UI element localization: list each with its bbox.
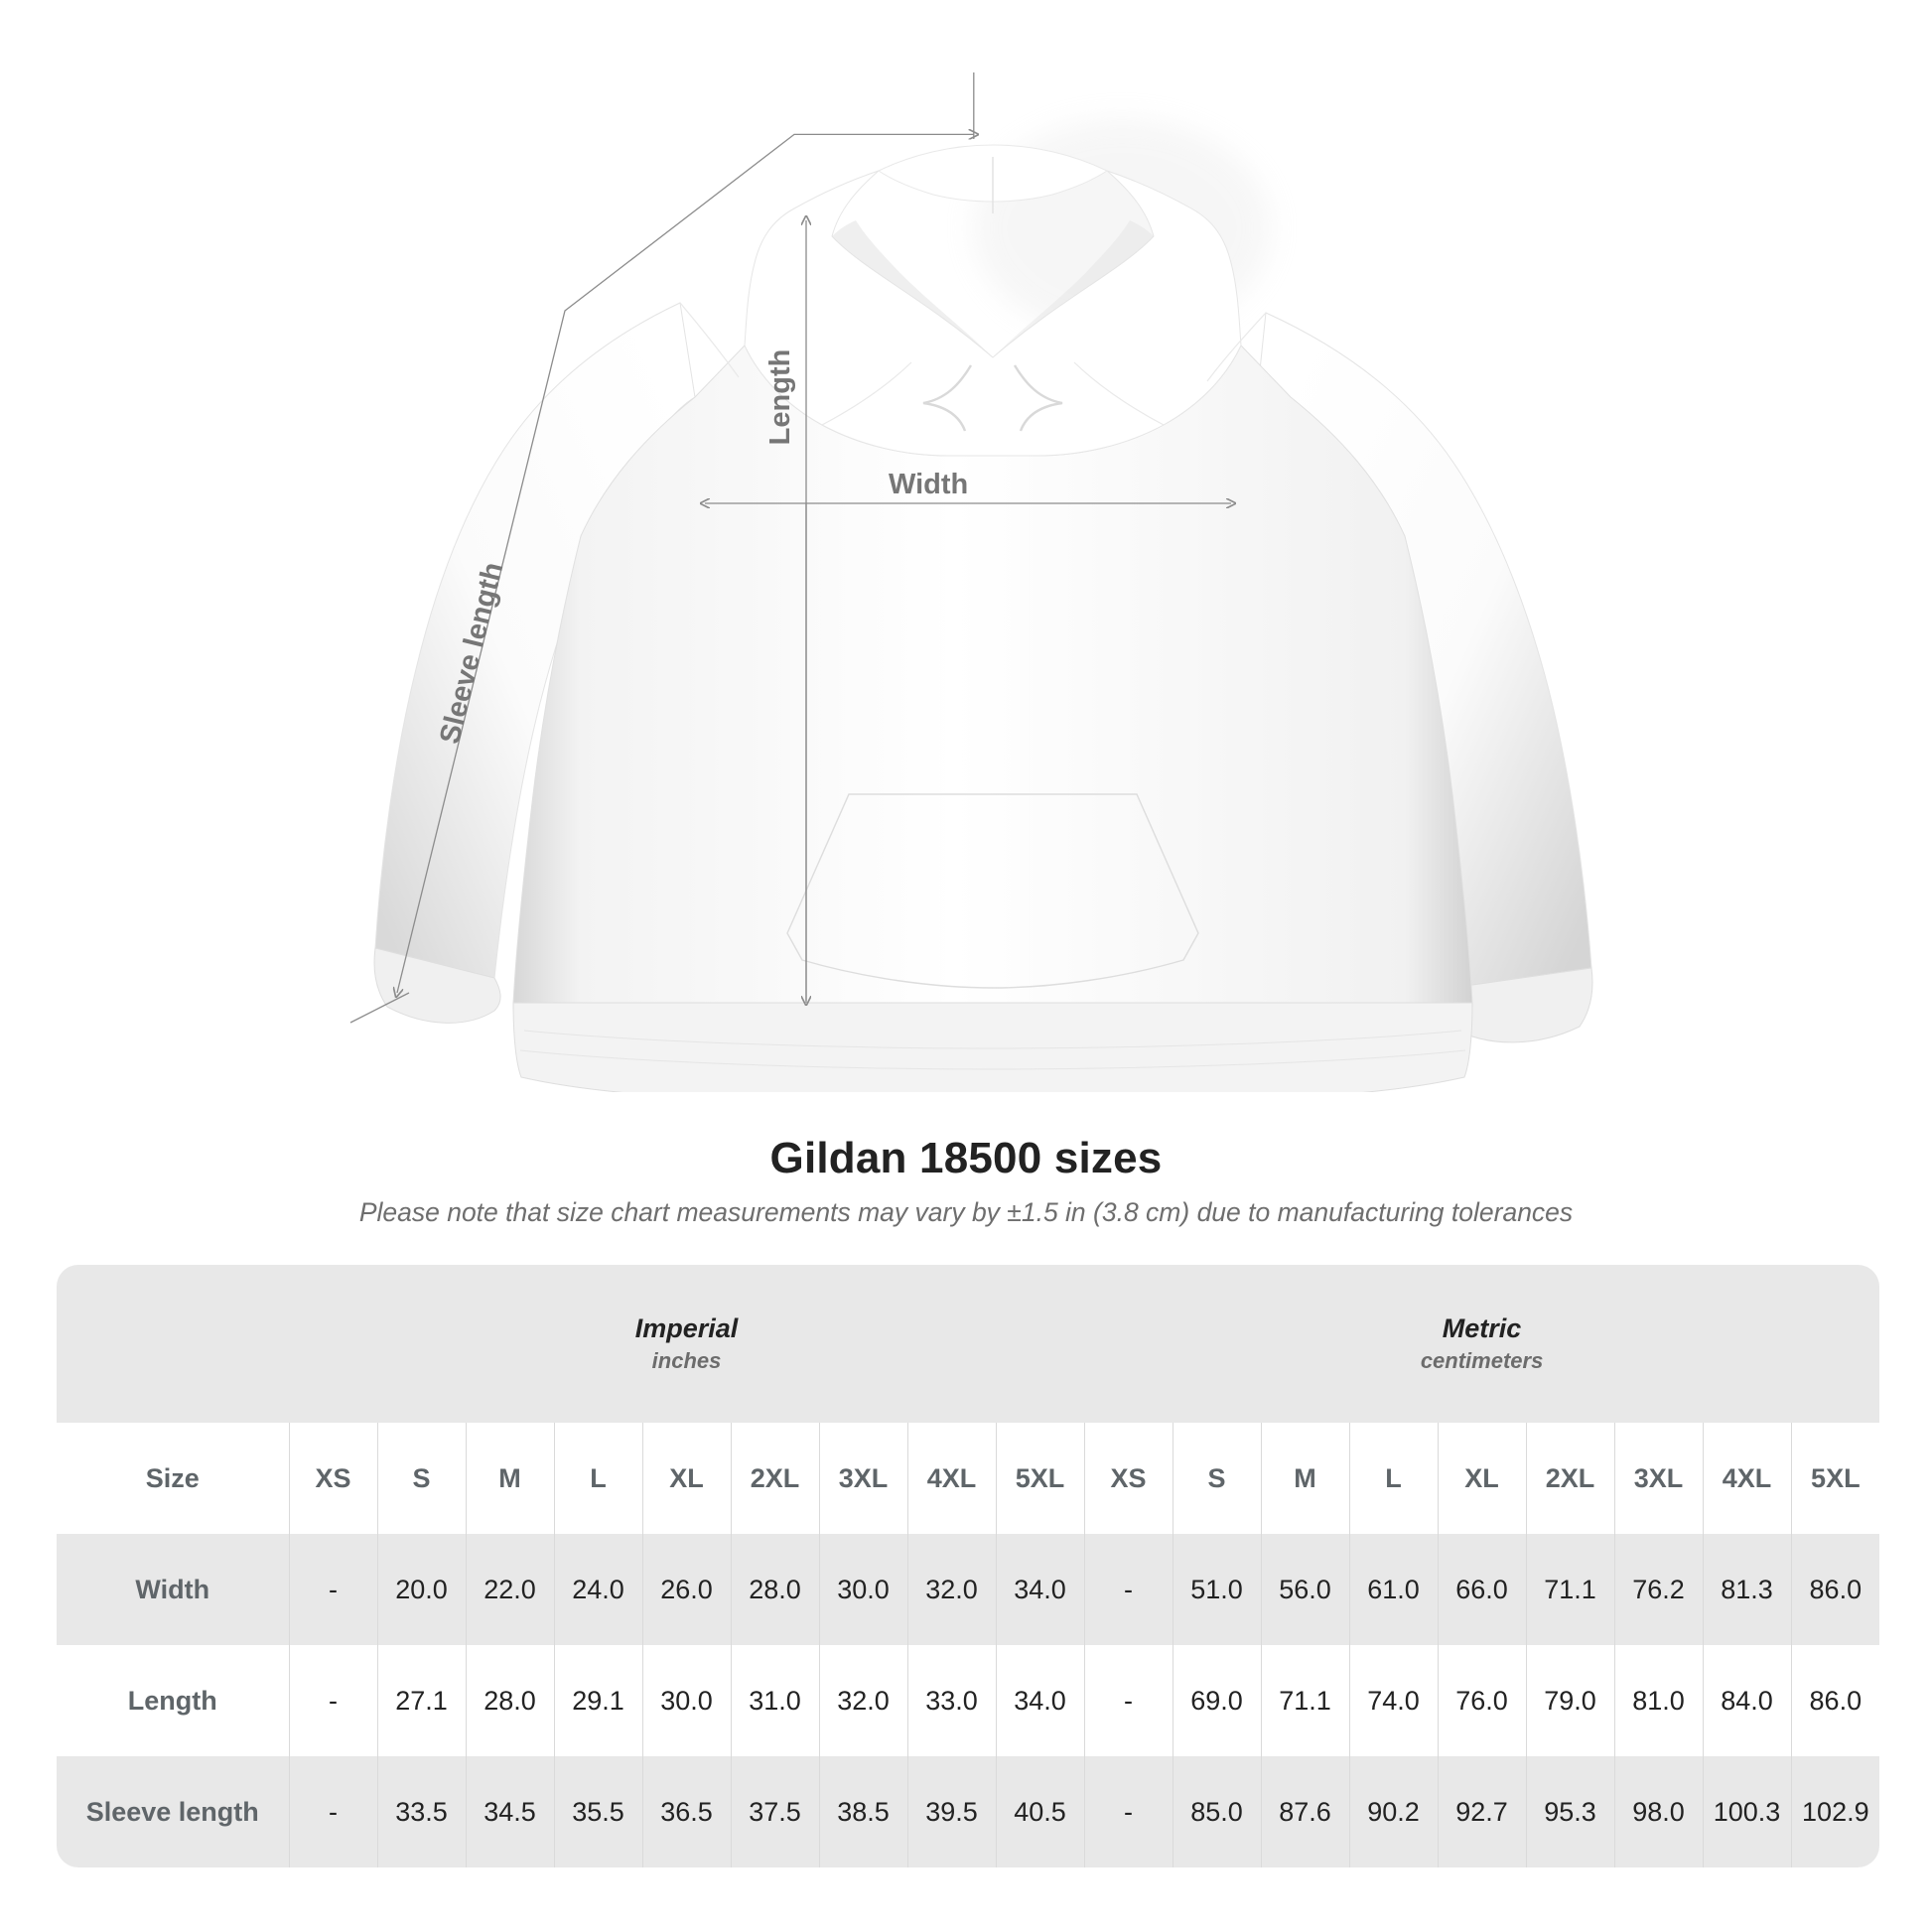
svg-text:Length: Length bbox=[764, 349, 796, 446]
svg-text:Sleeve length: Sleeve length bbox=[434, 559, 509, 747]
svg-text:Width: Width bbox=[889, 469, 968, 500]
